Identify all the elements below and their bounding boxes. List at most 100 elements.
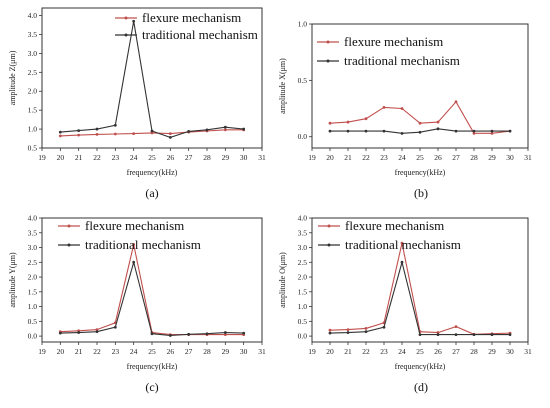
- chart-1-x-tick-label: 24: [130, 153, 138, 162]
- chart-3-y-tick-label: 4.0: [28, 214, 38, 223]
- chart-4-traditional-data-point: [364, 330, 368, 334]
- chart-1-traditional-data-point: [223, 125, 227, 129]
- chart-2-x-tick-label: 19: [308, 153, 316, 162]
- chart-2-x-axis-label: frequency(kHz): [395, 168, 446, 177]
- chart-2-x-tick-label: 27: [452, 153, 460, 162]
- chart-2-traditional-data-point: [400, 131, 404, 135]
- chart-2-traditional-data-point: [382, 129, 386, 133]
- chart-3-traditional-data-point: [223, 331, 227, 334]
- chart-3-traditional-data-point: [132, 260, 136, 264]
- chart-4-x-tick-label: 27: [452, 347, 460, 356]
- chart-4-legend-marker-traditional: [327, 243, 331, 247]
- chart-4-traditional-data-point: [382, 325, 386, 329]
- chart-2-x-tick-label: 25: [416, 153, 424, 162]
- chart-1-x-tick-label: 19: [38, 153, 46, 162]
- chart-2-traditional-data-point: [346, 129, 350, 133]
- chart-2-x-tick-label: 31: [524, 153, 532, 162]
- chart-4-y-tick-label: 3.0: [298, 243, 308, 252]
- chart-2-y-tick-label: 1.0: [298, 20, 308, 29]
- chart-3-traditional-data-point: [205, 332, 209, 336]
- chart-4-x-tick-label: 31: [524, 347, 532, 356]
- chart-4-y-tick-label: 1.5: [298, 287, 308, 296]
- chart-3-x-tick-label: 21: [75, 347, 83, 356]
- chart-1-legend-label-flexure: flexure mechanism: [142, 10, 241, 25]
- chart-4-traditional-data-point: [490, 333, 494, 337]
- chart-2-flexure-data-point: [328, 121, 332, 125]
- chart-1-traditional-data-point: [132, 19, 136, 23]
- chart-4-traditional-series-line: [329, 260, 510, 336]
- chart-2-legend-marker-traditional: [326, 59, 330, 63]
- chart-2-flexure-data-point: [418, 121, 422, 125]
- chart-1-traditional-data-point: [113, 123, 117, 127]
- chart-2-flexure-data-point: [364, 117, 368, 121]
- chart-1-x-tick-label: 28: [203, 153, 211, 162]
- chart-2-x-tick-label: 20: [326, 153, 334, 162]
- chart-4-y-tick-label: 0.0: [298, 332, 308, 341]
- chart-1-x-tick-label: 31: [258, 153, 266, 162]
- chart-4-flexure-data-point: [400, 241, 404, 245]
- chart-3-flexure-data-point: [223, 333, 227, 337]
- chart-4-x-axis-label: frequency(kHz): [395, 362, 446, 371]
- chart-1-y-tick-label: 2.0: [28, 87, 38, 96]
- chart-2-x-tick-label: 28: [470, 153, 478, 162]
- chart-3-flexure-data-point: [95, 328, 99, 331]
- chart-2-traditional-data-point: [454, 129, 458, 133]
- chart-1-flexure-data-point: [168, 132, 172, 136]
- chart-2-flexure-data-point: [382, 106, 386, 109]
- chart-1-legend-marker-flexure: [124, 16, 128, 20]
- chart-2-flexure-data-point: [454, 100, 458, 104]
- chart-2-x-tick-label: 26: [434, 153, 442, 162]
- chart-3-x-tick-label: 22: [93, 347, 101, 356]
- chart-3-y-tick-label: 2.5: [28, 258, 38, 267]
- chart-3-y-tick-label: 1.0: [28, 302, 38, 311]
- chart-4-legend-marker-flexure: [327, 224, 331, 228]
- chart-1-caption: (a): [145, 186, 158, 200]
- chart-4-x-tick-label: 21: [344, 347, 352, 356]
- chart-1-y-tick-label: 0.5: [28, 144, 38, 153]
- chart-4-x-tick-label: 25: [416, 347, 424, 356]
- chart-1-x-tick-label: 27: [185, 153, 193, 162]
- chart-4-x-tick-label: 24: [398, 347, 406, 356]
- chart-2-x-tick-label: 24: [398, 153, 406, 162]
- chart-3-y-tick-label: 2.0: [28, 273, 38, 282]
- chart-1-y-tick-label: 4.0: [28, 11, 38, 20]
- chart-2-legend-label-flexure: flexure mechanism: [344, 34, 443, 49]
- chart-4-flexure-data-point: [364, 327, 368, 330]
- chart-1-flexure-data-point: [95, 132, 99, 136]
- chart-2-traditional-data-point: [472, 129, 476, 133]
- chart-3-y-tick-label: 3.0: [28, 243, 38, 252]
- chart-1-x-tick-label: 30: [240, 153, 248, 162]
- chart-2-y-tick-label: 0.5: [298, 76, 308, 85]
- chart-4-y-tick-label: 4.0: [298, 214, 308, 223]
- chart-2-traditional-data-point: [508, 129, 512, 133]
- chart-3-x-tick-label: 28: [203, 347, 211, 356]
- chart-1-x-tick-label: 22: [93, 153, 101, 162]
- chart-2-traditional-data-point: [436, 127, 440, 131]
- chart-3-legend-label-flexure: flexure mechanism: [85, 218, 184, 233]
- chart-4-traditional-data-point: [328, 331, 332, 335]
- chart-3-y-tick-label: 0.0: [28, 332, 38, 341]
- chart-3-y-tick-label: 1.5: [28, 287, 38, 296]
- chart-4-traditional-data-point: [346, 331, 350, 334]
- chart-4-traditional-data-point: [418, 333, 422, 337]
- chart-1-traditional-data-point: [242, 127, 246, 131]
- chart-3-x-tick-label: 20: [57, 347, 65, 356]
- chart-3-flexure-data-point: [132, 243, 136, 246]
- chart-3-x-tick-label: 19: [38, 347, 46, 356]
- chart-2-flexure-data-point: [400, 107, 404, 110]
- chart-2-traditional-data-point: [418, 130, 422, 134]
- chart-4-traditional-data-point: [436, 333, 440, 337]
- chart-2-x-tick-label: 23: [380, 153, 388, 162]
- chart-4-caption: (d): [414, 380, 428, 394]
- chart-1-y-axis-label: amplitude Z(μm): [8, 50, 17, 105]
- chart-4-flexure-data-point: [454, 325, 458, 329]
- chart-2-flexure-data-point: [436, 120, 440, 124]
- chart-3-x-tick-label: 30: [240, 347, 248, 356]
- chart-1-flexure-data-point: [132, 132, 136, 136]
- chart-4-y-tick-label: 2.5: [298, 258, 308, 267]
- chart-1-y-tick-label: 1.0: [28, 125, 38, 134]
- chart-4-x-tick-label: 22: [362, 347, 370, 356]
- chart-3-legend-label-traditional: traditional mechanism: [85, 237, 201, 252]
- chart-1-legend-label-traditional: traditional mechanism: [142, 27, 258, 42]
- chart-4-legend-label-traditional: traditional mechanism: [345, 237, 461, 252]
